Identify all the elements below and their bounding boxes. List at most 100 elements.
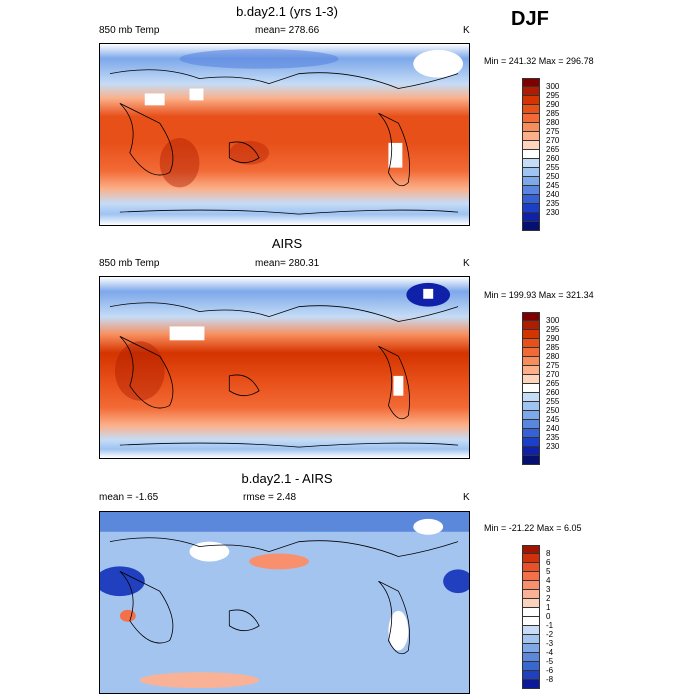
colorbar-tick-label: 235 (546, 199, 560, 208)
season-label: DJF (511, 8, 549, 30)
panel-3-minmax: Min = -21.22 Max = 6.05 (484, 523, 582, 533)
colorbar-tick-label: 290 (546, 334, 560, 343)
colorbar-swatch (522, 384, 540, 393)
colorbar-tick-label: 285 (546, 343, 560, 352)
colorbar-swatch (522, 393, 540, 402)
panel-2-minmax: Min = 199.93 Max = 321.34 (484, 290, 594, 300)
colorbar-swatch (522, 680, 540, 689)
colorbar-swatch (522, 581, 540, 590)
colorbar-swatch (522, 330, 540, 339)
colorbar-tick-label: -6 (546, 666, 554, 675)
colorbar-swatch (522, 78, 540, 87)
colorbar-tick-label: -5 (546, 657, 554, 666)
colorbar-tick-label: 255 (546, 163, 560, 172)
colorbar-tick-label: 230 (546, 442, 560, 451)
colorbar-swatch (522, 599, 540, 608)
panel-1-left-label: 850 mb Temp (99, 25, 160, 36)
colorbar-tick-label: 265 (546, 379, 560, 388)
colorbar-swatch (522, 132, 540, 141)
colorbar-tick-label: 8 (546, 549, 551, 558)
colorbar-tick-label: 275 (546, 361, 560, 370)
colorbar-swatch (522, 141, 540, 150)
colorbar-swatch (522, 590, 540, 599)
colorbar-tick-label: 255 (546, 397, 560, 406)
colorbar-swatch (522, 339, 540, 348)
colorbar-panel-1: 300 295 290 285 280 275 270 265 260 255 250 245 240 2… (522, 78, 559, 231)
colorbar-swatch (522, 87, 540, 96)
panel-3-center-label: rmse = 2.48 (243, 492, 297, 503)
colorbar-swatch (522, 204, 540, 213)
colorbar-tick-label: 6 (546, 558, 551, 567)
colorbar-swatch (522, 375, 540, 384)
colorbar-swatch (522, 420, 540, 429)
colorbar-tick-label: 300 (546, 316, 560, 325)
panel-3-title: b.day2.1 - AIRS (241, 471, 333, 486)
colorbar-tick-label: 230 (546, 208, 560, 217)
panel-1-center-label: mean= 278.66 (255, 25, 320, 36)
colorbar-tick-label: 290 (546, 100, 560, 109)
colorbar-tick-label: 275 (546, 127, 560, 136)
panel-3-left-label: mean = -1.65 (99, 492, 159, 503)
colorbar-tick-label: 240 (546, 424, 560, 433)
colorbar-swatch (522, 105, 540, 114)
colorbar-swatch (522, 617, 540, 626)
colorbar-swatch (522, 114, 540, 123)
colorbar-tick-label: -2 (546, 630, 554, 639)
panel-1-unit: K (463, 25, 470, 36)
colorbar-panel-2: 300 295 290 285 280 275 270 265 260 255 250 245 240 2… (522, 312, 559, 465)
colorbar-tick-label: 3 (546, 585, 551, 594)
colorbar-tick-label: 300 (546, 82, 560, 91)
colorbar-swatch (522, 402, 540, 411)
colorbar-swatch (522, 662, 540, 671)
colorbar-tick-label: -8 (546, 675, 554, 684)
colorbar-swatch (522, 438, 540, 447)
colorbar-swatch (522, 159, 540, 168)
colorbar-tick-label: 240 (546, 190, 560, 199)
colorbar-tick-label: 295 (546, 325, 560, 334)
colorbar-swatch (522, 312, 540, 321)
colorbar-tick-label: 1 (546, 603, 551, 612)
colorbar-swatch (522, 456, 540, 465)
colorbar-tick-label: 270 (546, 136, 560, 145)
panel-1-title: b.day2.1 (yrs 1-3) (236, 4, 338, 19)
colorbar-tick-label: 265 (546, 145, 560, 154)
panel-3-map (99, 511, 470, 694)
colorbar-swatch (522, 608, 540, 617)
colorbar-tick-label: 260 (546, 154, 560, 163)
colorbar-tick-label: 0 (546, 612, 551, 621)
colorbar-swatch (522, 429, 540, 438)
colorbar-swatch (522, 635, 540, 644)
colorbar-tick-label: 235 (546, 433, 560, 442)
colorbar-swatch (522, 563, 540, 572)
colorbar-tick-label: 250 (546, 406, 560, 415)
colorbar-swatch (522, 357, 540, 366)
panel-3-unit: K (463, 492, 470, 503)
colorbar-tick-label: 285 (546, 109, 560, 118)
colorbar-tick-label: -4 (546, 648, 554, 657)
colorbar-tick-label: -3 (546, 639, 554, 648)
colorbar-swatch (522, 554, 540, 563)
colorbar-swatch (522, 96, 540, 105)
colorbar-swatch (522, 186, 540, 195)
panel-2-unit: K (463, 258, 470, 269)
colorbar-swatch (522, 348, 540, 357)
colorbar-tick-label: -1 (546, 621, 554, 630)
colorbar-tick-label: 270 (546, 370, 560, 379)
colorbar-swatch (522, 195, 540, 204)
colorbar-swatch (522, 626, 540, 635)
colorbar-tick-label: 260 (546, 388, 560, 397)
colorbar-panel-3: 8 6 5 4 3 2 1 0 -1 -2 -3 -4 -5 -6 -8 (522, 545, 553, 689)
panel-2-map (99, 276, 470, 459)
colorbar-swatch (522, 644, 540, 653)
panel-1-map (99, 43, 470, 226)
colorbar-tick-label: 280 (546, 352, 560, 361)
colorbar-swatch (522, 123, 540, 132)
colorbar-swatch (522, 150, 540, 159)
colorbar-swatch (522, 671, 540, 680)
colorbar-swatch (522, 321, 540, 330)
colorbar-swatch (522, 572, 540, 581)
colorbar-tick-label: 245 (546, 181, 560, 190)
colorbar-swatch (522, 653, 540, 662)
colorbar-swatch (522, 168, 540, 177)
panel-2-left-label: 850 mb Temp (99, 258, 160, 269)
